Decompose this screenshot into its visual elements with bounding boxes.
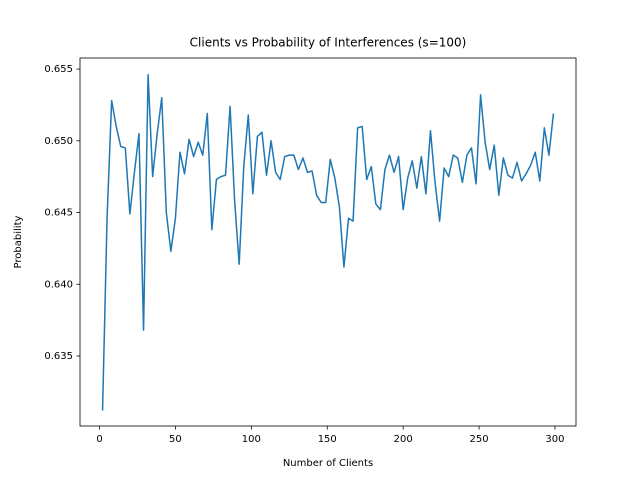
y-tick-label: 0.635 [44, 351, 73, 362]
y-tick-label: 0.650 [44, 136, 73, 147]
x-tick-label: 50 [169, 434, 182, 445]
chart-title: Clients vs Probability of Interferences … [190, 36, 467, 50]
y-tick-label: 0.645 [44, 208, 73, 219]
x-tick-label: 100 [242, 434, 261, 445]
x-axis-label: Number of Clients [283, 458, 373, 469]
plot-frame [79, 57, 577, 427]
x-tick-label: 300 [545, 434, 564, 445]
y-axis-label: Probability [13, 215, 24, 268]
x-tick-label: 150 [318, 434, 337, 445]
y-tick-label: 0.640 [44, 279, 73, 290]
data-line [101, 74, 555, 411]
x-tick-label: 200 [394, 434, 413, 445]
x-tick-label: 0 [96, 434, 102, 445]
y-tick-label: 0.655 [44, 64, 73, 75]
x-tick-label: 250 [470, 434, 489, 445]
